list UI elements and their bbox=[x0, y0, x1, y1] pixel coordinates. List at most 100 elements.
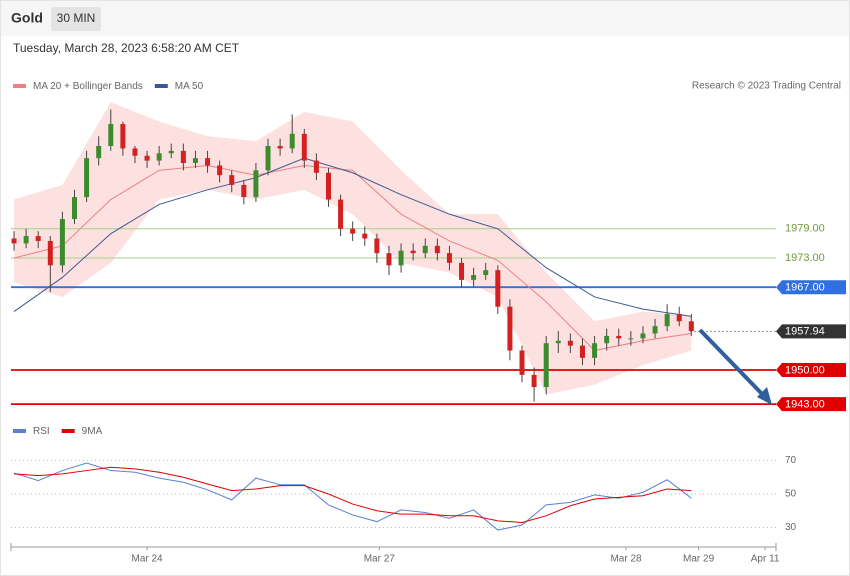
legend-label: RSI bbox=[33, 426, 50, 437]
candle-body bbox=[253, 170, 259, 198]
candle-body bbox=[543, 343, 549, 388]
candle-body bbox=[71, 197, 77, 220]
candle-body bbox=[410, 250, 416, 254]
level-tag bbox=[776, 363, 846, 377]
x-tick-label: Apr 11 bbox=[751, 554, 780, 565]
candle-body bbox=[192, 158, 198, 164]
level-label: 1950.00 bbox=[785, 364, 825, 376]
candle-body bbox=[676, 313, 682, 322]
candle-body bbox=[483, 270, 489, 276]
level-tag bbox=[776, 280, 846, 295]
candle-body bbox=[144, 155, 150, 161]
candle-body bbox=[289, 133, 295, 149]
candle-body bbox=[156, 153, 162, 161]
rsi-plot bbox=[11, 460, 776, 531]
candle-body bbox=[23, 236, 29, 244]
candle-body bbox=[446, 253, 452, 263]
candle-body bbox=[168, 150, 174, 154]
level-label: 1943.00 bbox=[785, 398, 825, 410]
candle-body bbox=[350, 228, 356, 234]
level-tag bbox=[776, 397, 846, 412]
legend-swatch bbox=[13, 84, 26, 88]
legend-label: 9MA bbox=[82, 426, 103, 437]
candle-body bbox=[652, 326, 658, 334]
x-tick-label: Mar 27 bbox=[364, 554, 396, 565]
candle-body bbox=[507, 306, 513, 351]
interval-box[interactable] bbox=[51, 7, 101, 31]
candle-body bbox=[132, 148, 138, 156]
candle-body bbox=[616, 335, 622, 339]
rsi-line bbox=[13, 466, 692, 524]
candle-body bbox=[59, 219, 65, 266]
candle-body bbox=[180, 150, 186, 164]
candle-body bbox=[338, 199, 344, 229]
candle-body bbox=[628, 338, 634, 340]
legend-label: MA 50 bbox=[175, 81, 204, 92]
candle-body bbox=[664, 313, 670, 327]
y-tick-label: 70 bbox=[785, 455, 797, 466]
rsi-line bbox=[13, 462, 692, 531]
candle-body bbox=[325, 172, 331, 200]
ma-line bbox=[13, 164, 692, 352]
candle-body bbox=[35, 236, 41, 241]
candle-body bbox=[459, 262, 465, 280]
candle-body bbox=[313, 160, 319, 173]
candle-body bbox=[84, 158, 90, 198]
candle-body bbox=[47, 240, 53, 266]
level-label: 1957.94 bbox=[785, 326, 825, 338]
y-tick-label: 50 bbox=[785, 489, 797, 500]
x-tick-label: Mar 24 bbox=[132, 554, 164, 565]
candle-body bbox=[301, 133, 307, 161]
ma-line bbox=[13, 157, 692, 317]
candle-body bbox=[374, 238, 380, 254]
candle-body bbox=[205, 158, 211, 166]
legend-swatch bbox=[61, 429, 75, 433]
level-tag bbox=[776, 324, 846, 339]
candle-body bbox=[265, 145, 271, 171]
price-plot bbox=[11, 102, 776, 405]
credit: Research © 2023 Trading Central bbox=[692, 81, 841, 92]
level-label: 1973.00 bbox=[785, 252, 825, 264]
candle-body bbox=[519, 350, 525, 375]
candle-body bbox=[386, 253, 392, 266]
candle-body bbox=[11, 238, 17, 244]
candle-body bbox=[108, 124, 114, 146]
projection-arrow bbox=[698, 328, 766, 398]
x-tick-label: Mar 29 bbox=[683, 554, 715, 565]
level-label: 1979.00 bbox=[785, 223, 825, 235]
candle-body bbox=[362, 233, 368, 239]
interval[interactable]: 30 MIN bbox=[57, 11, 96, 25]
candle-body bbox=[229, 175, 235, 185]
candle-body bbox=[688, 321, 694, 332]
candle-body bbox=[96, 145, 102, 159]
header-bar bbox=[1, 1, 849, 36]
candle-body bbox=[555, 340, 561, 344]
x-tick-label: Mar 28 bbox=[610, 554, 642, 565]
candle-body bbox=[531, 374, 537, 388]
timestamp: Tuesday, March 28, 2023 6:58:20 AM CET bbox=[13, 41, 240, 55]
bollinger-band bbox=[14, 102, 692, 395]
candle-body bbox=[277, 145, 283, 149]
candle-body bbox=[120, 124, 126, 149]
candle-body bbox=[604, 335, 610, 344]
candle-body bbox=[434, 245, 440, 254]
legend-swatch bbox=[154, 84, 168, 88]
candle-body bbox=[422, 245, 428, 254]
candle-body bbox=[241, 184, 247, 198]
candle-body bbox=[567, 340, 573, 346]
y-tick-label: 30 bbox=[785, 522, 797, 533]
candle-body bbox=[640, 333, 646, 339]
level-label: 1967.00 bbox=[785, 282, 825, 294]
candle-body bbox=[398, 250, 404, 266]
candle-body bbox=[471, 275, 477, 280]
legend-swatch bbox=[13, 429, 26, 433]
symbol: Gold bbox=[11, 10, 43, 26]
legend-label: MA 20 + Bollinger Bands bbox=[33, 81, 143, 92]
candle-body bbox=[495, 270, 501, 307]
projection-arrow-head bbox=[757, 387, 772, 405]
candle-body bbox=[592, 343, 598, 358]
candle-body bbox=[217, 165, 223, 176]
